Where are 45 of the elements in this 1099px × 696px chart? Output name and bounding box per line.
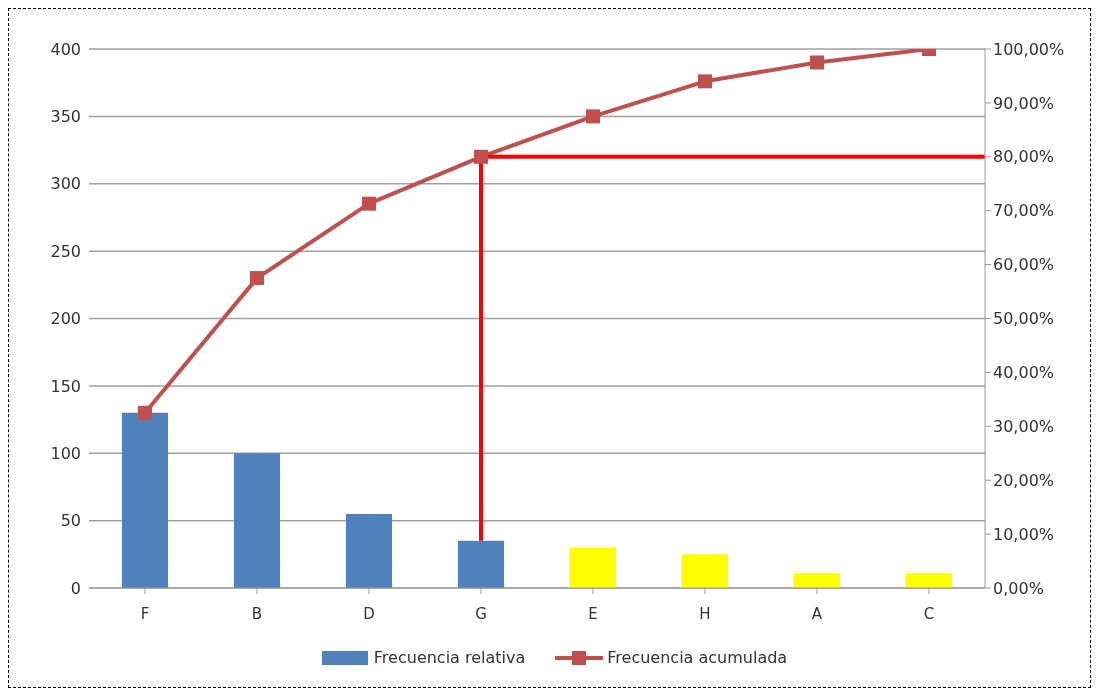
bar	[458, 540, 504, 588]
y2-tick-label: 50,00%	[993, 309, 1055, 329]
point	[474, 149, 488, 164]
y2-tick-label: 20,00%	[993, 470, 1055, 490]
x-tick-label: D	[363, 604, 375, 623]
bar	[346, 513, 392, 588]
y2-tick-label: 90,00%	[993, 93, 1055, 113]
y2-tick-label: 10,00%	[993, 524, 1055, 544]
bar	[122, 412, 168, 588]
y-tick-label: 50	[60, 511, 81, 531]
y2-tick-label: 30,00%	[993, 416, 1055, 436]
y2-tick-label: 40,00%	[993, 363, 1055, 383]
x-tick-label: C	[923, 604, 935, 623]
y-tick-label: 300	[50, 174, 81, 194]
x-tick-label: E	[588, 604, 598, 623]
x-tick-label: G	[475, 604, 487, 623]
x-tick-label: F	[140, 604, 150, 623]
point	[138, 405, 152, 420]
x-tick-label: B	[251, 604, 263, 623]
y-tick-label: 350	[50, 107, 81, 127]
y-tick-label: 100	[50, 443, 81, 463]
y2-tick-label: 80,00%	[993, 147, 1055, 167]
y2-tick-label: 0,00%	[993, 578, 1044, 598]
legend-label: Frecuencia acumulada	[606, 648, 788, 667]
y-tick-label: 0	[70, 578, 81, 598]
point	[698, 74, 712, 89]
point	[362, 196, 376, 211]
bar	[682, 554, 728, 588]
x-tick-label: H	[699, 604, 711, 623]
y-tick-label: 250	[50, 241, 81, 261]
y-tick-label: 150	[50, 376, 81, 396]
point	[586, 109, 600, 124]
legend-label: Frecuencia relativa	[372, 648, 526, 667]
y-tick-label: 200	[50, 309, 81, 329]
point	[250, 271, 264, 286]
point	[810, 55, 824, 70]
y-tick-label: 400	[50, 39, 81, 59]
y2-tick-label: 100,00%	[993, 39, 1065, 59]
y2-tick-label: 60,00%	[993, 255, 1055, 275]
bar	[234, 453, 280, 588]
x-tick-label: A	[811, 604, 823, 623]
bar	[794, 573, 840, 588]
y2-tick-label: 70,00%	[993, 201, 1055, 221]
bar	[906, 573, 952, 588]
bar	[570, 547, 616, 588]
